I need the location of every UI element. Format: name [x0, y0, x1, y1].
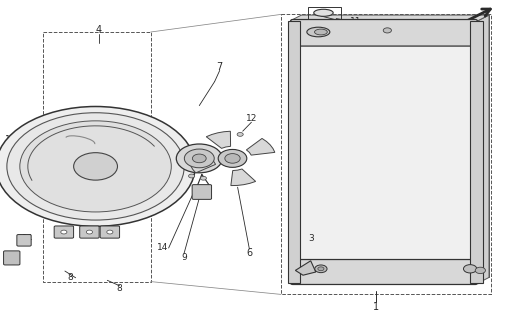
- Circle shape: [475, 267, 485, 274]
- FancyBboxPatch shape: [291, 20, 477, 46]
- Circle shape: [192, 154, 206, 163]
- FancyBboxPatch shape: [291, 260, 477, 284]
- FancyBboxPatch shape: [100, 226, 120, 238]
- Ellipse shape: [20, 121, 171, 212]
- FancyBboxPatch shape: [470, 21, 483, 283]
- FancyBboxPatch shape: [192, 185, 212, 199]
- Text: 15: 15: [189, 152, 200, 161]
- Polygon shape: [295, 261, 316, 275]
- Circle shape: [184, 149, 214, 168]
- Text: 3: 3: [308, 234, 314, 243]
- Circle shape: [86, 230, 92, 234]
- Circle shape: [74, 153, 118, 180]
- Text: 7: 7: [217, 62, 223, 72]
- Text: 8: 8: [67, 273, 74, 282]
- Text: 14: 14: [157, 244, 168, 252]
- Circle shape: [237, 132, 243, 136]
- Text: 10: 10: [374, 19, 385, 28]
- Text: 6: 6: [246, 248, 252, 258]
- Circle shape: [463, 265, 477, 273]
- Text: 1: 1: [373, 302, 379, 312]
- Circle shape: [200, 176, 206, 180]
- Text: 14: 14: [22, 234, 34, 243]
- Ellipse shape: [307, 27, 330, 37]
- FancyBboxPatch shape: [4, 251, 20, 265]
- Text: 5: 5: [10, 258, 16, 267]
- Text: 13: 13: [5, 135, 17, 144]
- Text: 8: 8: [117, 284, 123, 293]
- Text: 12: 12: [246, 114, 257, 123]
- Text: 9: 9: [181, 253, 187, 262]
- Ellipse shape: [315, 29, 327, 35]
- FancyBboxPatch shape: [54, 226, 74, 238]
- FancyBboxPatch shape: [17, 235, 31, 246]
- Polygon shape: [290, 21, 478, 283]
- Polygon shape: [290, 15, 489, 21]
- Circle shape: [107, 230, 113, 234]
- Circle shape: [383, 28, 391, 33]
- Polygon shape: [478, 15, 489, 283]
- Ellipse shape: [314, 9, 333, 16]
- Text: 11: 11: [351, 17, 362, 26]
- Circle shape: [318, 267, 324, 271]
- FancyBboxPatch shape: [288, 21, 300, 283]
- Ellipse shape: [0, 107, 195, 226]
- Circle shape: [315, 265, 327, 273]
- Circle shape: [176, 144, 222, 173]
- Circle shape: [218, 149, 247, 167]
- Polygon shape: [189, 157, 216, 173]
- Text: FR.: FR.: [450, 19, 470, 29]
- Ellipse shape: [7, 113, 184, 220]
- FancyBboxPatch shape: [80, 226, 99, 238]
- Circle shape: [61, 230, 67, 234]
- Circle shape: [225, 154, 240, 163]
- Circle shape: [189, 174, 195, 178]
- Polygon shape: [231, 169, 256, 186]
- Text: 4: 4: [96, 25, 102, 36]
- Text: 2: 2: [288, 226, 294, 235]
- Polygon shape: [301, 15, 489, 277]
- Circle shape: [22, 137, 31, 143]
- Polygon shape: [246, 139, 275, 155]
- Polygon shape: [206, 131, 230, 148]
